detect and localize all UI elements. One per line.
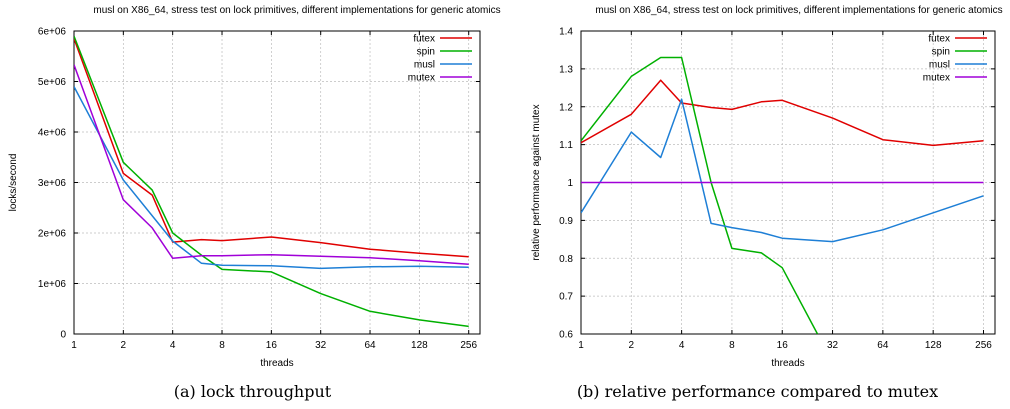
chart-title: musl on X86_64, stress test on lock prim… [595,5,1002,16]
x-tick-label: 4 [679,340,685,351]
chart-relative-performance: musl on X86_64, stress test on lock prim… [531,5,1003,369]
x-tick-label: 2 [121,340,127,351]
y-tick-label: 6e+06 [38,27,67,38]
x-tick-label: 4 [170,340,176,351]
x-tick-label: 16 [777,340,789,351]
y-tick-label: 3e+06 [38,178,67,189]
legend-label-mutex: mutex [923,73,950,84]
caption-relative-performance: (b) relative performance compared to mut… [576,382,939,401]
x-tick-label: 8 [219,340,225,351]
y-tick-label: 0 [60,330,66,341]
series-group [581,56,984,334]
chart-title: musl on X86_64, stress test on lock prim… [93,5,500,16]
y-axis-label: locks/second [8,154,19,212]
y-tick-label: 0.6 [559,330,573,341]
x-tick-label: 1 [71,340,77,351]
series-line-musl [581,98,984,243]
series-line-musl [74,86,469,270]
series-line-spin [74,35,469,328]
x-tick-label: 32 [315,340,327,351]
legend-label-futex: futex [928,34,950,45]
y-tick-label: 0.9 [559,216,573,227]
series-line-mutex [74,64,469,266]
x-tick-label: 1 [578,340,584,351]
x-axis-label: threads [260,358,293,369]
y-axis-label: relative performance against mutex [531,104,542,260]
legend-label-spin: spin [932,47,950,58]
y-tick-label: 5e+06 [38,77,67,88]
series-line-futex [581,79,984,147]
y-tick-label: 1.1 [559,140,573,151]
y-tick-label: 1.3 [559,64,573,75]
legend-label-musl: musl [929,60,950,71]
y-tick-label: 1.4 [559,27,573,38]
y-tick-label: 2e+06 [38,229,67,240]
y-tick-label: 1e+06 [38,279,67,290]
x-tick-label: 128 [411,340,428,351]
y-tick-label: 1.2 [559,102,573,113]
y-tick-label: 0.7 [559,292,573,303]
x-tick-label: 64 [877,340,889,351]
x-tick-label: 256 [460,340,477,351]
legend-label-spin: spin [417,47,435,58]
y-tick-label: 4e+06 [38,128,67,139]
x-axis-label: threads [771,358,804,369]
x-tick-label: 256 [975,340,992,351]
y-tick-label: 1 [567,178,573,189]
x-tick-label: 64 [364,340,376,351]
legend-label-futex: futex [413,34,435,45]
caption-lock-throughput: (a) lock throughput [173,382,332,401]
series-line-futex [74,38,469,258]
x-tick-label: 32 [827,340,839,351]
x-tick-label: 128 [925,340,942,351]
x-tick-label: 2 [629,340,635,351]
legend-label-mutex: mutex [408,73,435,84]
chart-lock-throughput: musl on X86_64, stress test on lock prim… [8,5,501,369]
x-tick-label: 8 [729,340,735,351]
y-tick-label: 0.8 [559,254,573,265]
series-group [74,35,469,328]
legend-label-musl: musl [414,60,435,71]
x-tick-label: 16 [266,340,278,351]
